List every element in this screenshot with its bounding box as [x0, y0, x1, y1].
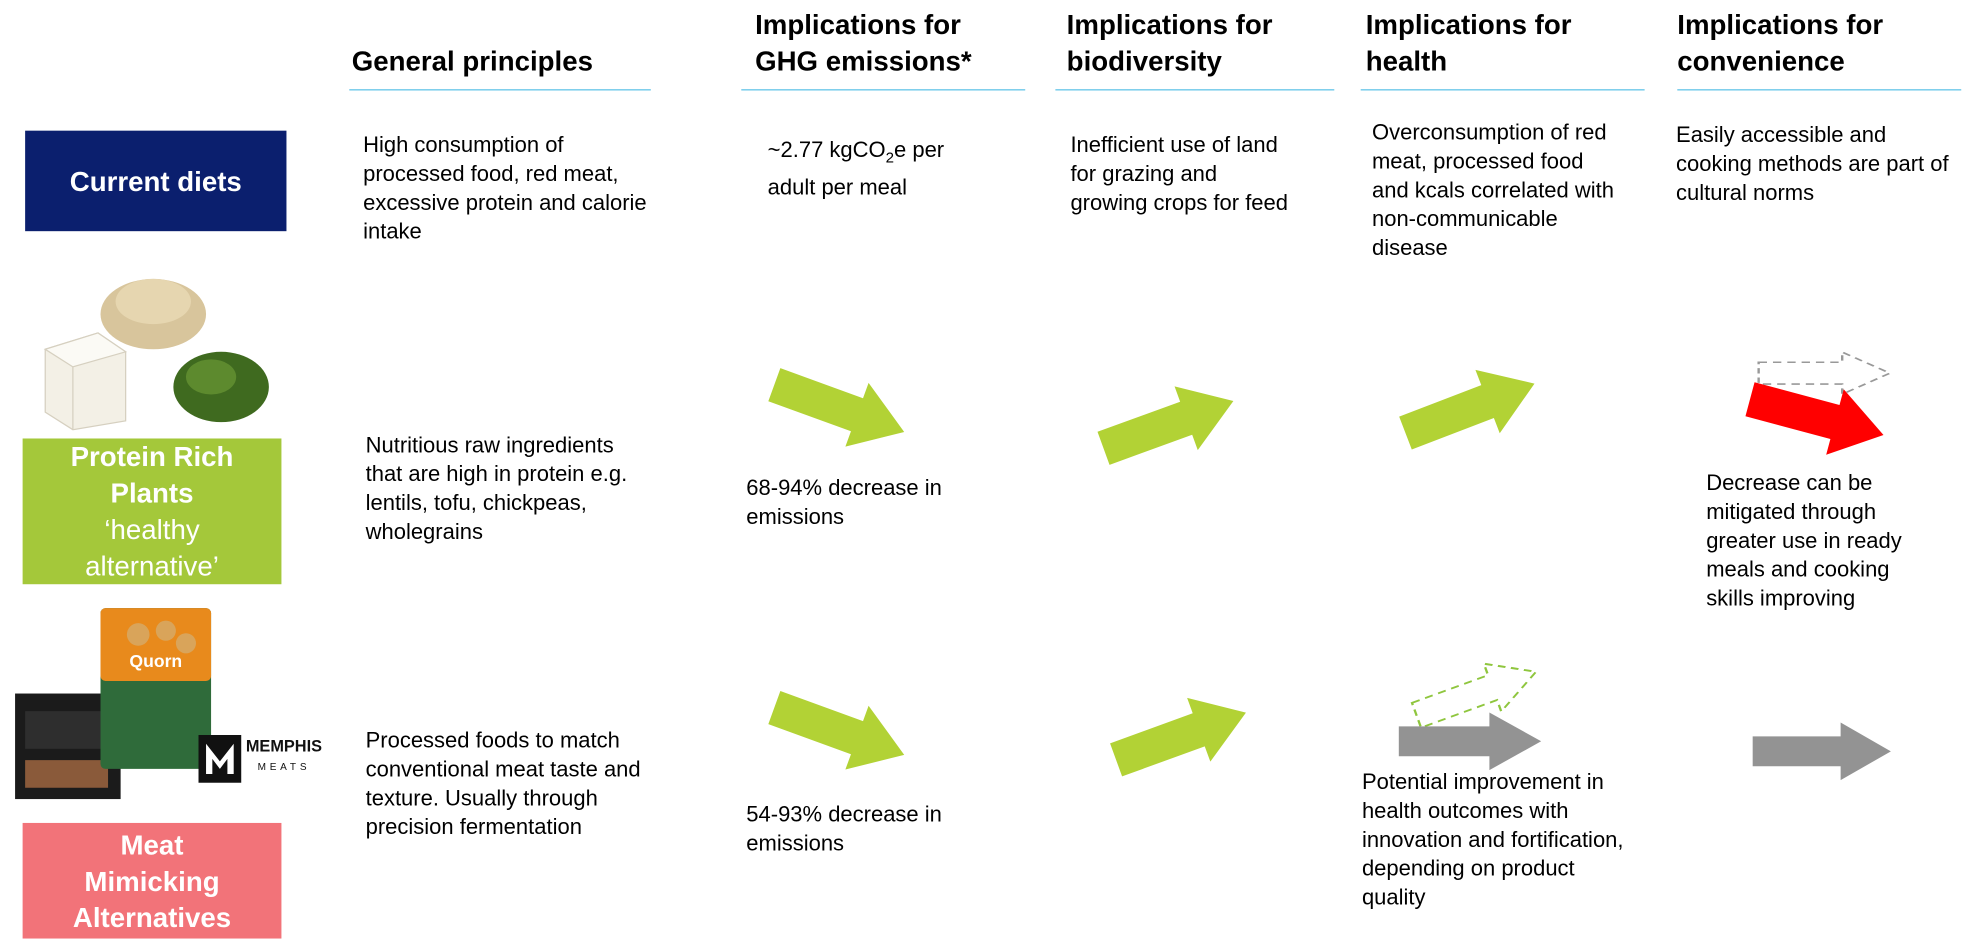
- header-underline: [741, 89, 1026, 91]
- row-label-text: Protein Rich Plants: [70, 440, 234, 509]
- cell-text: Inefficient use of land for grazing and …: [1070, 131, 1289, 215]
- cell-text: 54-93% decrease in emissions: [746, 801, 942, 856]
- quorn-pack-image: Quorn: [100, 608, 212, 769]
- tofu-image: [43, 332, 128, 431]
- column-header: Implications for biodiversity: [1066, 8, 1273, 77]
- arrow: [1091, 369, 1245, 481]
- arrow: [1393, 351, 1547, 465]
- arrow-outline: [1757, 350, 1892, 396]
- cell-text: Potential improvement in health outcomes…: [1361, 768, 1624, 910]
- arrow: [1741, 366, 1893, 468]
- subscript: 2: [885, 148, 895, 167]
- header-underline: [349, 89, 651, 91]
- cell-text: Decrease can be mitigated through greate…: [1706, 469, 1902, 611]
- cell-text: High consumption of processed food, red …: [363, 131, 647, 244]
- row-label: Current diets: [25, 130, 287, 232]
- logo-text: Quorn: [129, 651, 182, 671]
- arrow: [1104, 680, 1258, 792]
- logo-text: MEMPHIS: [246, 737, 322, 755]
- header-underline: [1055, 89, 1335, 91]
- cell-text: ~2.77 kgCO2e per adult per meal: [768, 136, 982, 202]
- row-label: Protein Rich Plants ‘healthy alternative…: [22, 438, 282, 585]
- row-label-text: Meat Mimicking Alternatives: [72, 828, 232, 933]
- cell-text: Easily accessible and cooking methods ar…: [1676, 121, 1949, 205]
- memphis-logo: MEMPHIS MEATS: [198, 734, 322, 783]
- header-underline: [1677, 89, 1962, 91]
- column-header: General principles: [351, 45, 593, 77]
- arrow: [762, 675, 916, 787]
- arrow-outline: [1406, 646, 1546, 741]
- arrow: [1398, 712, 1542, 771]
- arrow: [1752, 722, 1891, 781]
- seaweed-image: [173, 351, 269, 423]
- cell-text: Nutritious raw ingredients that are high…: [365, 432, 628, 545]
- cell-text: Processed foods to match conventional me…: [365, 727, 641, 840]
- cell-text: Overconsumption of red meat, processed f…: [1371, 119, 1614, 261]
- cell-text-part: ~2.77 kgCO: [767, 136, 886, 163]
- logo-text: MEATS: [258, 762, 311, 773]
- cell-text-part: e per adult per meal: [767, 136, 945, 200]
- column-header: Implications for GHG emissions*: [755, 8, 972, 77]
- row-label-text: Current diets: [69, 165, 242, 197]
- row-sublabel: ‘healthy alternative’: [85, 513, 219, 582]
- grains-image: [100, 278, 207, 350]
- arrow: [762, 352, 916, 464]
- header-underline: [1360, 89, 1645, 91]
- column-header: Implications for convenience: [1677, 8, 1884, 77]
- column-header: Implications for health: [1365, 8, 1572, 77]
- cell-text: 68-94% decrease in emissions: [746, 474, 942, 529]
- row-label: Meat Mimicking Alternatives: [22, 822, 282, 939]
